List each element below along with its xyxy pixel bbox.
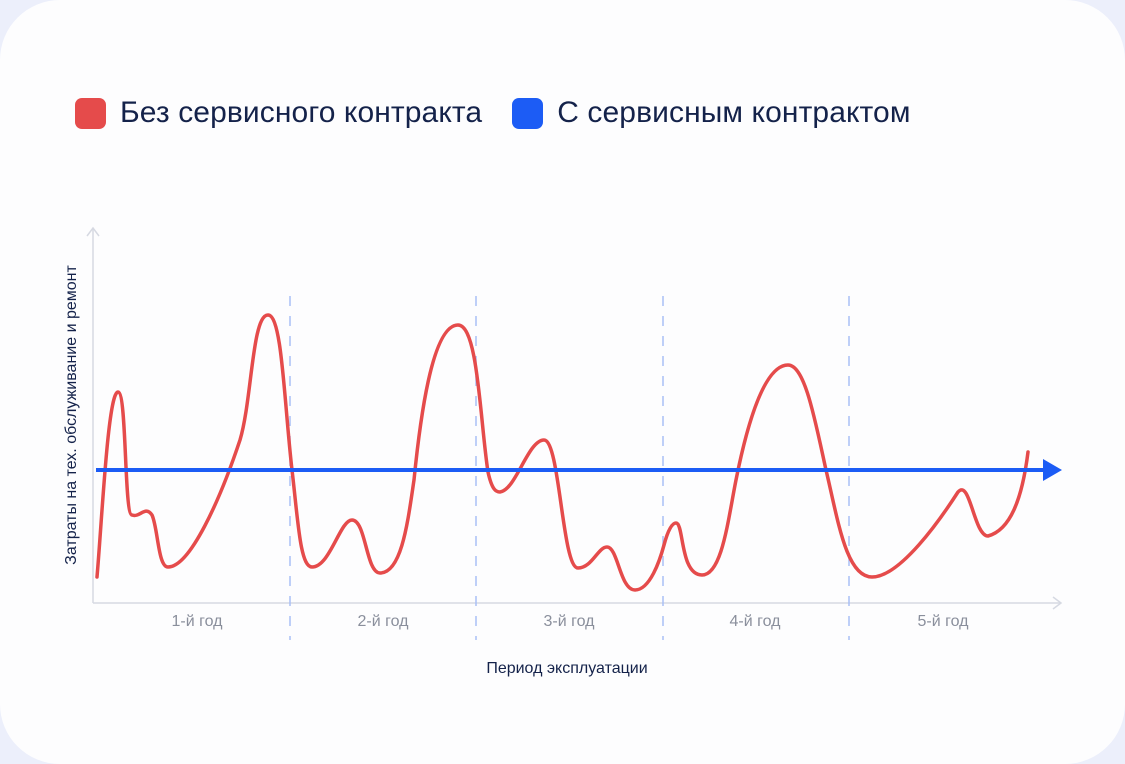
arrowhead-icon bbox=[1043, 459, 1062, 481]
blue-square-swatch-icon bbox=[512, 97, 544, 129]
x-tick-year-3: 3-й год bbox=[543, 613, 595, 630]
x-tick-year-2: 2-й год bbox=[357, 613, 409, 630]
red-square-swatch-icon bbox=[75, 97, 106, 129]
legend-label: Без сервисного контракта bbox=[120, 96, 483, 129]
x-tick-year-1: 1-й год bbox=[171, 613, 223, 630]
y-axis bbox=[86, 226, 100, 603]
y-axis-title: Затраты на тех. обслуживание и ремонт bbox=[63, 265, 80, 565]
legend-item-without-contract: Без сервисного контракта bbox=[75, 96, 482, 130]
series-with-contract-line bbox=[96, 459, 1062, 481]
x-tick-year-4: 4-й год bbox=[729, 613, 781, 630]
x-axis bbox=[93, 596, 1063, 610]
legend-label: С сервисным контрактом bbox=[557, 96, 911, 129]
year-dividers bbox=[289, 296, 850, 640]
series-without-contract-line bbox=[95, 313, 1030, 592]
legend-item-with-contract: С сервисным контрактом bbox=[512, 96, 910, 130]
legend: Без сервисного контракта С сервисным кон… bbox=[75, 96, 941, 130]
x-tick-year-5: 5-й год bbox=[917, 613, 969, 630]
x-axis-title: Период эксплуатации bbox=[486, 660, 648, 677]
